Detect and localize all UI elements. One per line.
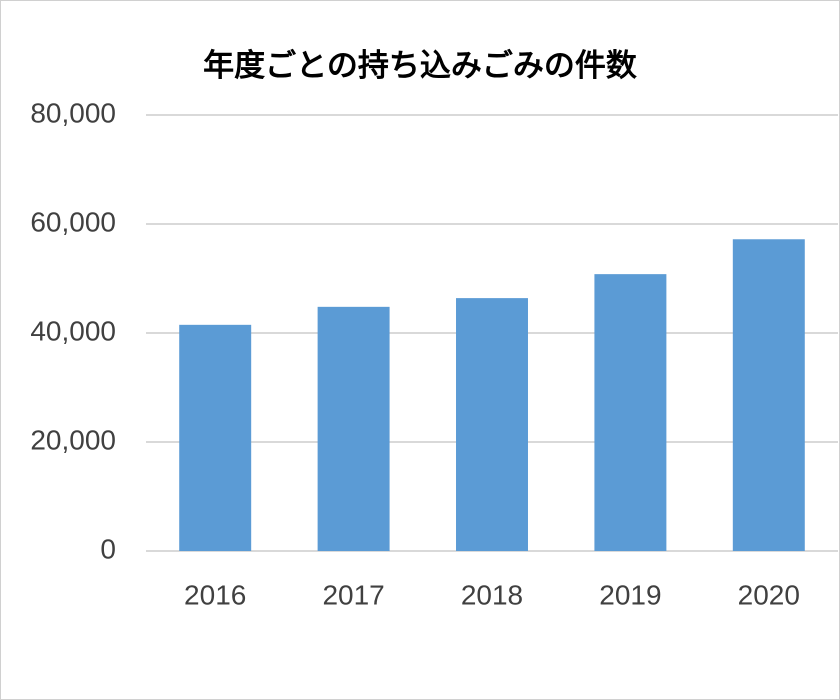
x-tick-label: 2018 (461, 579, 523, 610)
bar (456, 298, 528, 551)
x-tick-label: 2016 (184, 579, 246, 610)
bar (317, 306, 390, 551)
y-tick-label: 60,000 (30, 206, 116, 237)
y-tick-label: 0 (100, 533, 116, 564)
y-tick-label: 40,000 (30, 315, 116, 346)
x-tick-label: 2020 (738, 579, 800, 610)
y-tick-label: 20,000 (30, 424, 116, 455)
bar (594, 274, 667, 551)
y-tick-label: 80,000 (30, 97, 116, 128)
bar (732, 239, 805, 551)
x-tick-label: 2017 (322, 579, 384, 610)
bar (179, 324, 252, 551)
chart-title: 年度ごとの持ち込みごみの件数 (203, 48, 637, 83)
x-tick-label: 2019 (599, 579, 661, 610)
